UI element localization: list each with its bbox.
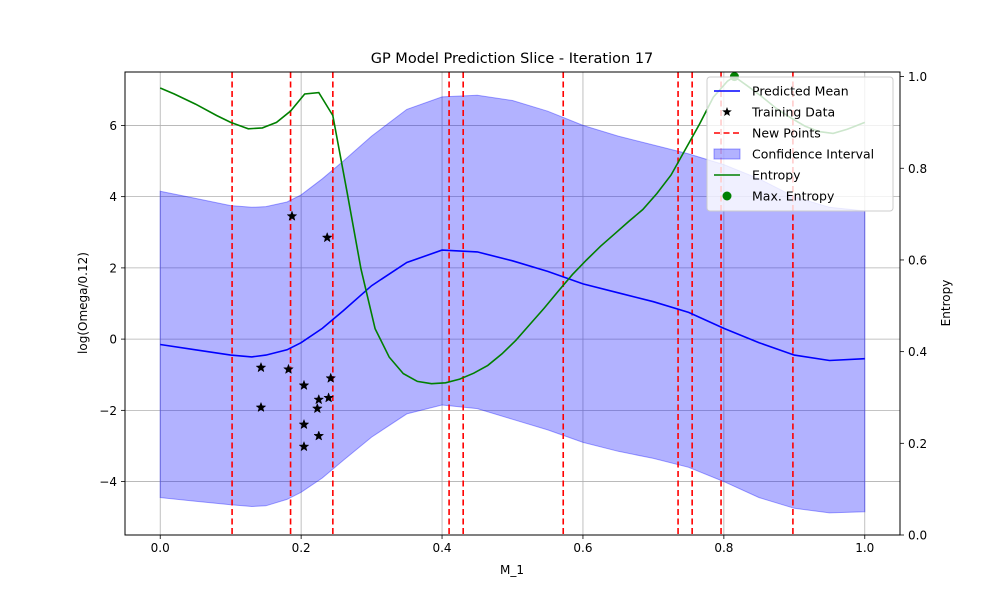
confidence-interval-band [159,94,866,514]
legend-swatch [713,148,741,160]
training-data-point [255,401,267,413]
y2-tick-label: 0.2 [908,437,927,451]
predicted-mean-line [160,249,865,362]
legend-swatch [722,191,732,201]
training-data-point [298,379,310,391]
legend-box [706,76,894,212]
y2-tick-label: 1.0 [908,70,927,84]
confidence-layer [159,94,866,514]
y2-tick-label: 0.6 [908,253,927,267]
training-data-point [321,231,333,243]
training-data-point [325,372,337,383]
x-tick-label: 0.2 [292,541,311,555]
training-data-point [311,402,323,414]
y-axis-label: log(Omega/0.12) [76,252,90,354]
legend-label: Max. Entropy [752,189,835,204]
y-tick-label: 0 [109,333,117,347]
y2-tick-label: 0.8 [908,162,927,176]
legend-swatch [722,107,732,116]
x-axis-label: M_1 [500,563,524,577]
y2-axis-label: Entropy [939,280,953,327]
training-data-point [298,418,310,430]
training-data-point [323,392,335,403]
plot-frame [124,71,901,536]
training-data-point [313,393,325,405]
x-tick-label: 0.0 [151,541,170,555]
legend: Predicted Mean Training Data New Points Con… [706,76,894,212]
training-data-point [286,210,298,221]
points-layer [255,72,739,452]
x-tick-label: 0.4 [432,541,451,555]
y-tick-label: 6 [109,119,117,133]
x-tick-label: 1.0 [855,541,874,555]
x-tick-label: 0.8 [714,541,733,555]
legend-label: Confidence Interval [752,147,874,162]
ticks-layer: 0.0 0.2 0.4 0.6 0.8 1.0 −4 −2 0 2 4 6 0.0 0.2 0.4 0.6 0.… [99,70,927,555]
legend-label: Entropy [752,168,801,183]
legend-label: Training Data [751,105,835,120]
legend-label: New Points [752,126,821,141]
training-data-point [283,363,294,374]
training-data-point [255,361,267,373]
chart-title: GP Model Prediction Slice - Iteration 17 [371,51,654,67]
y-tick-label: −2 [99,404,117,418]
y-tick-label: 4 [109,190,117,204]
y-tick-label: 2 [109,261,117,275]
y2-tick-label: 0.4 [908,345,927,359]
training-data-point [298,440,310,452]
legend-label: Predicted Mean [752,84,849,99]
y2-tick-label: 0.0 [908,529,927,543]
y-tick-label: −4 [99,475,117,489]
x-tick-label: 0.6 [573,541,592,555]
training-data-point [313,430,325,441]
